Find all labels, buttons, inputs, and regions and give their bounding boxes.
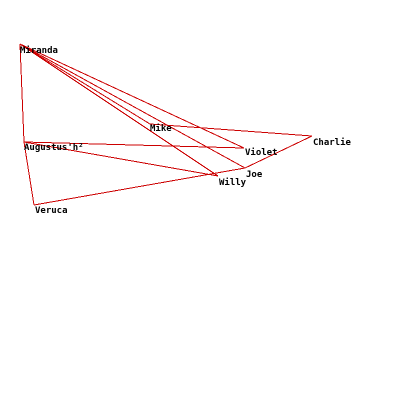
node-label-charlie: Charlie	[313, 137, 352, 148]
edge-miranda-mike	[19, 43, 151, 125]
node-label-miranda: Miranda	[20, 45, 58, 56]
node-label-joe: Joe	[246, 170, 263, 180]
node-label-mike: Mike	[150, 123, 172, 134]
edge-veruca-joe	[33, 167, 246, 206]
edge-miranda-willy	[19, 43, 219, 177]
edge-mike-charlie	[149, 123, 313, 137]
node-label-willy: Willy	[219, 177, 247, 188]
node-label-violet: Violet	[245, 147, 278, 158]
edge-augustus-willy	[23, 141, 219, 177]
edge-charlie-joe	[244, 135, 313, 169]
edge-augustus-veruca	[23, 141, 35, 206]
edge-miranda-augustus	[19, 43, 25, 143]
edge-augustus-violet	[23, 141, 245, 149]
node-label-veruca: Veruca	[35, 206, 68, 216]
edges-layer	[19, 43, 313, 206]
labels-layer: Miranda Mike Charlie Augustus'h² Violet JoeWi…	[20, 45, 352, 216]
node-label-augustus: Augustus'h²	[24, 143, 84, 153]
edge-miranda-violet	[19, 43, 245, 149]
